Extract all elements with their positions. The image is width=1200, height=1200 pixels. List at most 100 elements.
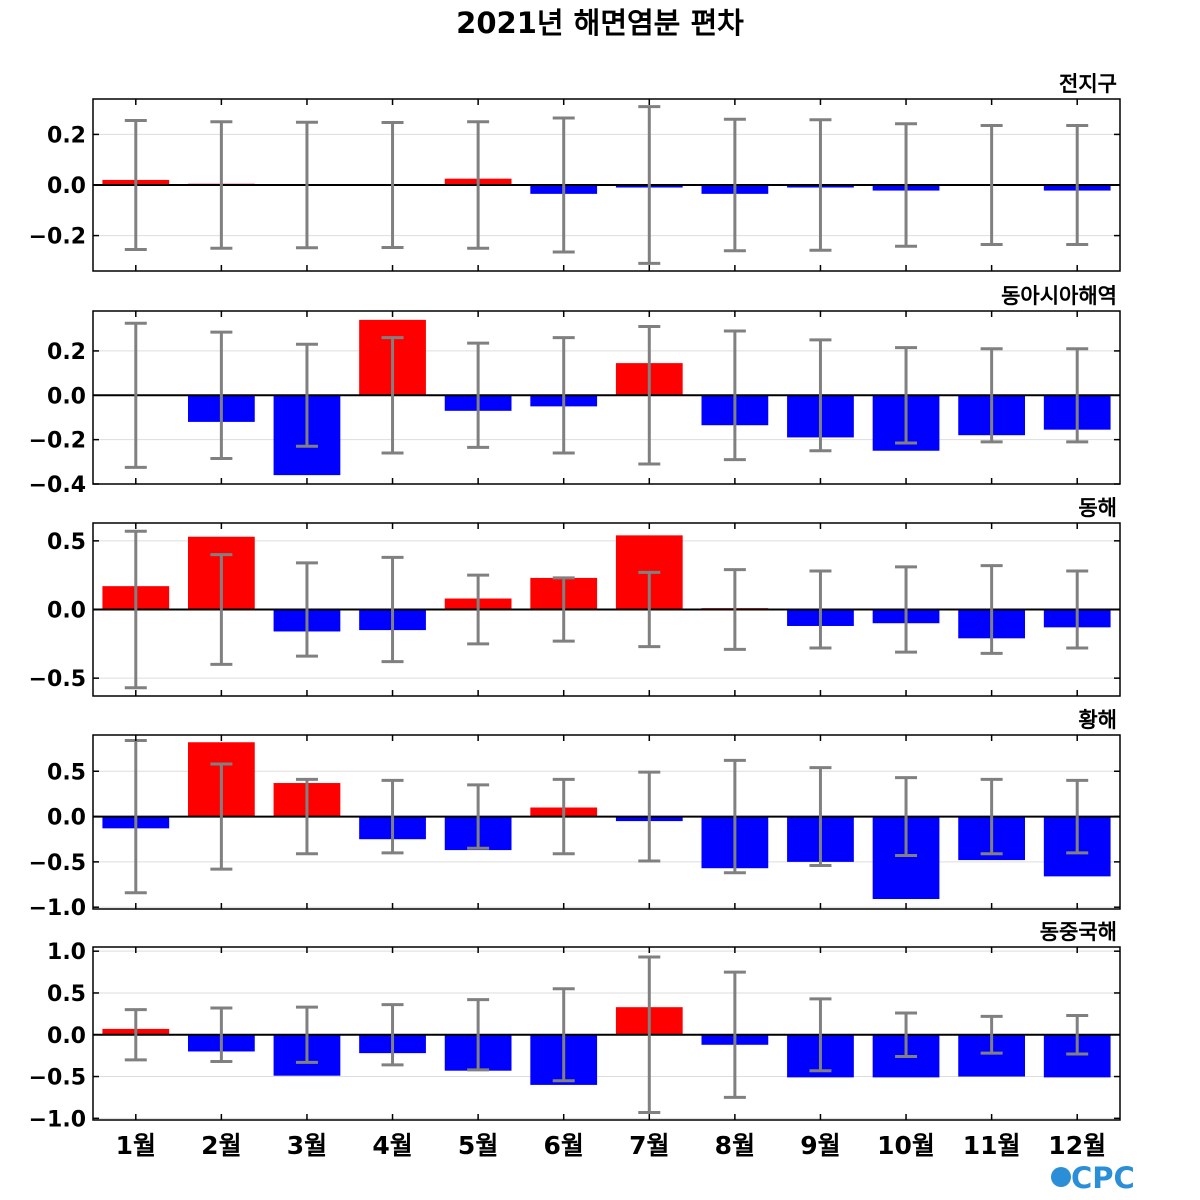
x-tick-label: 12월 — [1048, 1131, 1106, 1160]
error-bar — [895, 346, 918, 445]
y-tick-label: −0.5 — [29, 1066, 86, 1091]
error-bar — [980, 1014, 1003, 1055]
error-bar — [1066, 778, 1089, 855]
y-tick-label: 0.0 — [47, 384, 86, 409]
error-bar — [381, 336, 404, 455]
error-bar — [295, 120, 318, 250]
y-tick-label: 0.2 — [47, 123, 86, 148]
error-bar — [124, 119, 147, 251]
y-tick-label: −0.4 — [29, 473, 86, 498]
x-tick-label: 8월 — [715, 1131, 755, 1160]
panel-5: −1.0 −0.5 0.0 0.5 1.0 동중국해 — [29, 920, 1121, 1132]
error-bar — [210, 553, 233, 666]
error-bar — [723, 568, 746, 651]
y-tick-label: 0.5 — [47, 982, 86, 1007]
x-axis-labels: 1월 2월 3월 4월 5월 6월 7월 8월 9월 10월 11월 12월 — [116, 1131, 1107, 1160]
error-bar — [210, 1006, 233, 1063]
panel-4: −1.0 −0.5 0.0 0.5 황해 — [29, 708, 1121, 921]
error-bar — [552, 336, 575, 455]
error-bar — [552, 576, 575, 643]
error-bar — [895, 1011, 918, 1058]
y-tick-label: 0.0 — [47, 1024, 86, 1049]
y-tick-label: 0.5 — [47, 530, 86, 555]
error-bar — [124, 1008, 147, 1062]
error-bar — [809, 569, 832, 650]
y-tick-label: 1.0 — [47, 940, 86, 965]
error-bar — [381, 1003, 404, 1067]
x-tick-label: 10월 — [877, 1131, 935, 1160]
error-bar — [467, 998, 490, 1072]
panel-3: −0.5 0.0 0.5 동해 — [29, 496, 1121, 697]
y-tick-label: −0.2 — [29, 429, 86, 454]
y-tick-label: −1.0 — [29, 896, 86, 921]
panel-frame — [92, 946, 1121, 1121]
y-tick-label: −0.5 — [29, 851, 86, 876]
error-bar — [1066, 124, 1089, 246]
error-bar — [467, 341, 490, 449]
error-bar — [552, 777, 575, 856]
panel-frame — [92, 310, 1121, 485]
error-bar — [295, 1005, 318, 1064]
error-bar — [295, 777, 318, 856]
x-tick-label: 2월 — [201, 1131, 241, 1160]
error-bar — [895, 776, 918, 858]
error-bar — [1066, 1014, 1089, 1056]
y-tick-label: 0.0 — [47, 599, 86, 624]
error-bar — [809, 118, 832, 252]
panel-frame — [92, 734, 1121, 910]
error-bar — [210, 762, 233, 871]
chart-title: 2021년 해면염분 편차 — [456, 6, 744, 40]
error-bar — [895, 122, 918, 248]
error-bar — [980, 564, 1003, 655]
error-bar — [1066, 569, 1089, 650]
panel-title: 동중국해 — [1040, 920, 1117, 944]
error-bar — [210, 330, 233, 460]
x-tick-label: 3월 — [287, 1131, 327, 1160]
error-bar — [638, 770, 661, 863]
error-bar — [980, 347, 1003, 444]
error-bar — [381, 778, 404, 855]
x-tick-label: 1월 — [116, 1131, 156, 1160]
y-tick-label: 0.2 — [47, 340, 86, 365]
cpc-logo-text: CPC — [1071, 1161, 1135, 1195]
y-tick-label: −0.2 — [29, 225, 86, 250]
panel-title: 동해 — [1078, 496, 1117, 520]
error-bar — [295, 342, 318, 448]
error-bar — [723, 117, 746, 253]
error-bar — [980, 124, 1003, 246]
error-bar — [809, 997, 832, 1073]
error-bar — [552, 987, 575, 1083]
y-tick-label: 0.0 — [47, 174, 86, 199]
error-bar — [124, 321, 147, 469]
error-bar — [638, 325, 661, 466]
y-tick-label: 0.0 — [47, 806, 86, 831]
chart-panels: −0.2 0.0 0.2 전지구 −0.4 −0.2 0.0 0.2 동아시아해역 −0.5 0.0… — [29, 72, 1121, 1132]
error-bar — [381, 121, 404, 249]
error-bar — [467, 783, 490, 850]
cpc-logo: CPC — [1051, 1161, 1135, 1195]
panel-title: 전지구 — [1059, 72, 1117, 96]
panel-title: 동아시아해역 — [1001, 284, 1117, 308]
error-bar — [1066, 347, 1089, 444]
error-bar — [723, 970, 746, 1099]
y-tick-label: 0.5 — [47, 760, 86, 785]
x-tick-label: 4월 — [372, 1131, 412, 1160]
panel-1: −0.2 0.0 0.2 전지구 — [29, 72, 1121, 272]
error-bar — [552, 116, 575, 254]
error-bar — [638, 955, 661, 1114]
y-tick-label: −1.0 — [29, 1107, 86, 1132]
error-bar — [638, 105, 661, 265]
error-bar — [723, 329, 746, 462]
error-bar — [638, 570, 661, 649]
x-tick-label: 5월 — [458, 1131, 498, 1160]
error-bar — [295, 561, 318, 658]
x-tick-label: 6월 — [544, 1131, 584, 1160]
error-bar — [895, 565, 918, 654]
error-bar — [124, 529, 147, 690]
y-tick-label: −0.5 — [29, 667, 86, 692]
panel-title: 황해 — [1078, 708, 1117, 732]
error-bar — [980, 777, 1003, 856]
x-tick-label: 11월 — [963, 1131, 1021, 1160]
x-tick-label: 9월 — [800, 1131, 840, 1160]
